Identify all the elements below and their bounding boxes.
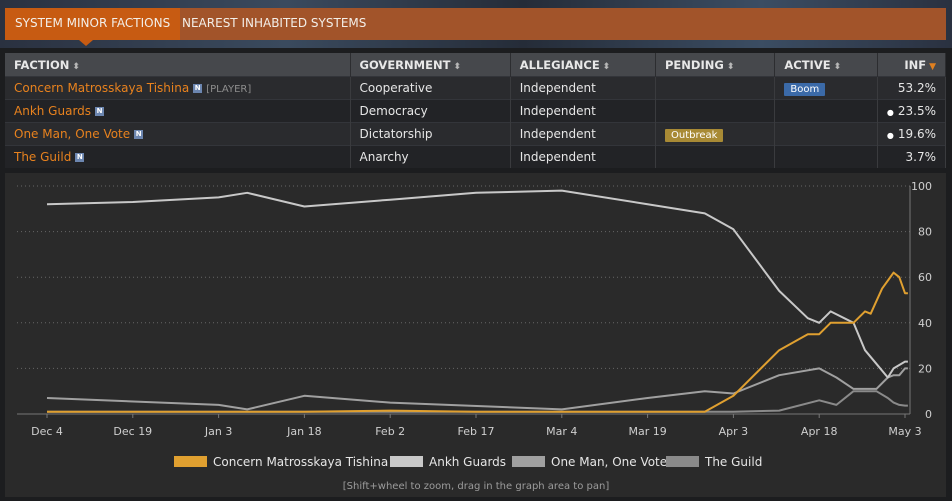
pending-cell bbox=[655, 145, 776, 168]
column-header-inf[interactable]: INF ▼ bbox=[877, 53, 947, 77]
government-cell: Democracy bbox=[350, 99, 511, 123]
legend-swatch bbox=[390, 456, 423, 467]
sort-icon: ⬍ bbox=[72, 61, 80, 72]
influence-cell: 3.7% bbox=[877, 145, 947, 168]
x-tick-label: Apr 18 bbox=[801, 425, 838, 438]
active-cell bbox=[774, 99, 878, 123]
active-state-badge: Boom bbox=[784, 82, 826, 96]
influence-cell: ● 23.5% bbox=[877, 99, 947, 123]
pending-cell bbox=[655, 76, 776, 100]
influence-cell: ● 19.6% bbox=[877, 122, 947, 146]
sort-desc-icon: ▼ bbox=[929, 61, 936, 72]
faction-cell: One Man, One Vote N bbox=[5, 122, 351, 146]
faction-name-link[interactable]: Ankh Guards bbox=[14, 104, 92, 118]
tab-nearest-inhabited-systems[interactable]: NEAREST INHABITED SYSTEMS bbox=[182, 16, 367, 30]
influence-value: 23.5% bbox=[897, 104, 936, 118]
faction-name-link[interactable]: The Guild bbox=[14, 150, 72, 164]
x-tick-label: Apr 3 bbox=[719, 425, 749, 438]
government-cell: Anarchy bbox=[350, 145, 511, 168]
legend-label: The Guild bbox=[705, 455, 763, 469]
tab-bar: SYSTEM MINOR FACTIONS NEAREST INHABITED … bbox=[5, 8, 946, 46]
x-tick-label: Jan 3 bbox=[204, 425, 232, 438]
sort-icon: ⬍ bbox=[833, 61, 842, 72]
legend-swatch bbox=[666, 456, 699, 467]
x-tick-label: Dec 4 bbox=[31, 425, 63, 438]
table-row[interactable]: Ankh Guards N Democracy Independent ● 23.5% bbox=[5, 99, 947, 123]
active-cell bbox=[774, 122, 878, 146]
pending-cell bbox=[655, 99, 776, 123]
influence-chart-panel[interactable]: 0 20 40 60 80 100 Dec 4 Dec 19 Jan 3 Jan 18 Feb 2 F… bbox=[5, 173, 946, 497]
change-indicator-icon: ● bbox=[886, 131, 894, 140]
x-tick-label: May 3 bbox=[888, 425, 921, 438]
legend-label: Concern Matrosskaya Tishina bbox=[213, 455, 389, 469]
series-line-1 bbox=[47, 271, 908, 413]
sort-icon: ⬍ bbox=[453, 61, 461, 72]
pending-state-badge: Outbreak bbox=[665, 128, 724, 142]
faction-n-badge: N bbox=[193, 84, 203, 93]
influence-value: 19.6% bbox=[897, 127, 936, 141]
active-cell: Boom bbox=[774, 76, 878, 100]
chart-help-note: [Shift+wheel to zoom, drag in the graph … bbox=[342, 481, 610, 492]
allegiance-cell: Independent bbox=[510, 122, 657, 146]
influence-cell: 53.2% bbox=[877, 76, 947, 100]
allegiance-cell: Independent bbox=[510, 76, 657, 100]
series-line-2 bbox=[46, 189, 908, 379]
factions-table: FACTION ⬍ GOVERNMENT ⬍ ALLEGIANCE ⬍ PENDING… bbox=[5, 53, 947, 168]
column-header-allegiance[interactable]: ALLEGIANCE ⬍ bbox=[510, 53, 657, 77]
faction-n-badge: N bbox=[75, 153, 85, 162]
column-header-faction[interactable]: FACTION ⬍ bbox=[5, 53, 351, 77]
sort-icon: ⬍ bbox=[602, 61, 611, 72]
column-header-pending[interactable]: PENDING ⬍ bbox=[655, 53, 776, 77]
legend-item[interactable]: Ankh Guards bbox=[390, 455, 506, 469]
table-row[interactable]: Concern Matrosskaya Tishina N [PLAYER] Coop… bbox=[5, 76, 947, 100]
faction-name-link[interactable]: Concern Matrosskaya Tishina bbox=[14, 81, 190, 95]
series-line-3 bbox=[46, 367, 908, 411]
change-indicator-icon: ● bbox=[886, 108, 894, 117]
government-cell: Cooperative bbox=[350, 76, 511, 100]
table-row[interactable]: The Guild N Anarchy Independent 3.7% bbox=[5, 145, 947, 168]
allegiance-cell: Independent bbox=[510, 99, 657, 123]
x-tick-label: Mar 4 bbox=[546, 425, 577, 438]
x-tick-label: Feb 17 bbox=[458, 425, 495, 438]
pending-cell: Outbreak bbox=[655, 122, 776, 146]
tab-system-minor-factions[interactable]: SYSTEM MINOR FACTIONS bbox=[5, 8, 181, 46]
column-header-active[interactable]: ACTIVE ⬍ bbox=[774, 53, 878, 77]
active-cell bbox=[774, 145, 878, 168]
y-tick-label: 20 bbox=[918, 362, 932, 375]
faction-cell: The Guild N bbox=[5, 145, 351, 168]
y-tick-label: 80 bbox=[918, 226, 932, 239]
influence-value: 53.2% bbox=[897, 81, 936, 95]
legend-item[interactable]: Concern Matrosskaya Tishina bbox=[174, 455, 388, 469]
player-tag: [PLAYER] bbox=[206, 84, 252, 95]
faction-n-badge: N bbox=[95, 107, 105, 116]
x-tick-label: Feb 2 bbox=[375, 425, 405, 438]
faction-n-badge: N bbox=[134, 130, 144, 139]
legend-item[interactable]: One Man, One Vote bbox=[512, 455, 667, 469]
legend-label: One Man, One Vote bbox=[551, 455, 668, 469]
legend-item[interactable]: The Guild bbox=[666, 455, 762, 469]
legend-swatch bbox=[174, 456, 207, 467]
x-tick-label: Mar 19 bbox=[628, 425, 666, 438]
legend-label: Ankh Guards bbox=[429, 455, 507, 469]
table-row[interactable]: One Man, One Vote N Dictatorship Independen… bbox=[5, 122, 947, 146]
y-tick-label: 0 bbox=[925, 408, 932, 421]
influence-value: 3.7% bbox=[905, 150, 937, 164]
y-tick-label: 40 bbox=[918, 317, 932, 330]
x-tick-label: Dec 19 bbox=[113, 425, 152, 438]
y-tick-label: 60 bbox=[918, 271, 932, 284]
y-tick-label: 100 bbox=[911, 180, 932, 193]
government-cell: Dictatorship bbox=[350, 122, 511, 146]
allegiance-cell: Independent bbox=[510, 145, 657, 168]
x-tick-label: Jan 18 bbox=[286, 425, 321, 438]
faction-cell: Concern Matrosskaya Tishina N [PLAYER] bbox=[5, 76, 351, 100]
column-header-government[interactable]: GOVERNMENT ⬍ bbox=[350, 53, 511, 77]
influence-chart[interactable]: 0 20 40 60 80 100 Dec 4 Dec 19 Jan 3 Jan 18 Feb 2 F… bbox=[5, 173, 946, 497]
table-header-row: FACTION ⬍ GOVERNMENT ⬍ ALLEGIANCE ⬍ PENDING… bbox=[5, 53, 947, 77]
series-line-4 bbox=[47, 390, 908, 413]
faction-name-link[interactable]: One Man, One Vote bbox=[14, 127, 131, 141]
faction-cell: Ankh Guards N bbox=[5, 99, 351, 123]
legend-swatch bbox=[512, 456, 545, 467]
sort-icon: ⬍ bbox=[726, 61, 735, 72]
